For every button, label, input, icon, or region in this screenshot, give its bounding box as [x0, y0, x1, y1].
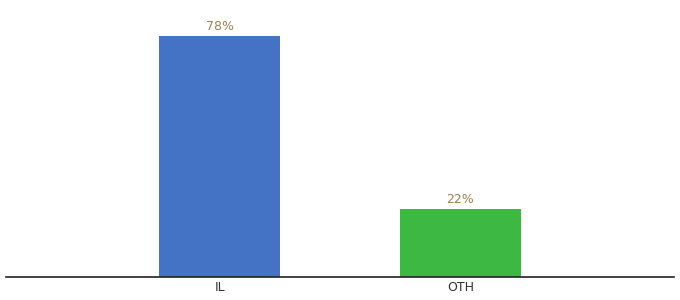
- Text: 22%: 22%: [447, 193, 474, 206]
- Bar: [159, 36, 279, 277]
- Bar: [401, 209, 521, 277]
- Text: 78%: 78%: [205, 20, 234, 33]
